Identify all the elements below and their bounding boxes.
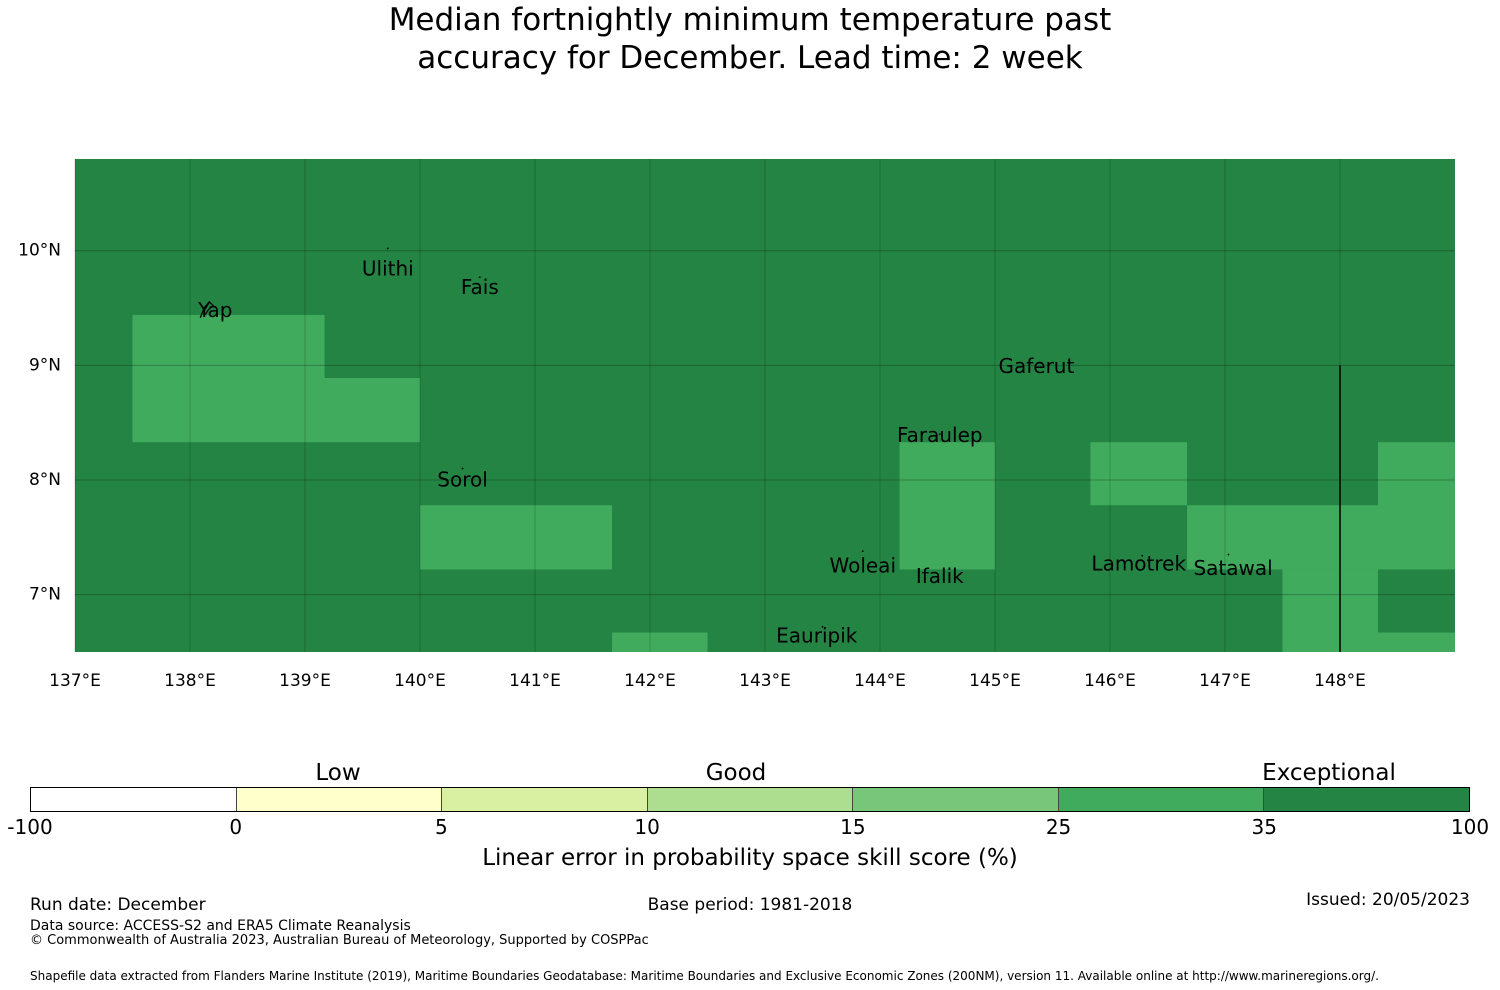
lat-tick-label: 7°N xyxy=(29,585,61,605)
colorbar-segment xyxy=(442,788,648,811)
lon-tick-label: 138°E xyxy=(164,671,216,691)
lon-tick-label: 147°E xyxy=(1199,671,1251,691)
place-label: Eauripik xyxy=(776,624,858,648)
title-line-1: Median fortnightly minimum temperature p… xyxy=(388,2,1112,38)
base-period: Base period: 1981-2018 xyxy=(647,895,853,915)
skill-cell xyxy=(420,505,613,570)
lon-tick-label: 144°E xyxy=(854,671,906,691)
atoll-marker xyxy=(861,550,864,553)
yap-island-outline xyxy=(199,300,215,318)
run-date: Run date: December xyxy=(30,895,206,915)
place-label: Sorol xyxy=(437,468,488,492)
data-source: Data source: ACCESS-S2 and ERA5 Climate … xyxy=(30,918,411,934)
lon-tick-label: 141°E xyxy=(509,671,561,691)
colorbar-tick-label: 35 xyxy=(1251,815,1278,839)
place-label: Woleai xyxy=(829,554,896,578)
title-line-2: accuracy for December. Lead time: 2 week xyxy=(417,40,1083,76)
atoll-marker xyxy=(461,467,464,470)
colorbar-segment xyxy=(1264,788,1470,811)
lon-tick-label: 142°E xyxy=(624,671,676,691)
colorbar-category-good: Good xyxy=(705,760,767,786)
lat-tick-label: 10°N xyxy=(18,241,61,261)
lon-tick-label: 140°E xyxy=(394,671,446,691)
colorbar xyxy=(30,787,1470,812)
atoll-marker xyxy=(1141,554,1144,557)
colorbar-segment xyxy=(647,788,854,811)
lon-tick-label: 146°E xyxy=(1084,671,1136,691)
skill-cell xyxy=(132,314,325,443)
colorbar-tick-label: 5 xyxy=(435,815,448,839)
colorbar-tick-label: 10 xyxy=(634,815,660,839)
lat-tick-label: 8°N xyxy=(29,470,61,490)
colorbar-title: Linear error in probability space skill … xyxy=(482,845,1018,871)
atoll-marker xyxy=(1227,553,1230,556)
place-label: Fais xyxy=(461,275,499,299)
colorbar-tick-label: 25 xyxy=(1045,815,1072,839)
lon-tick-label: 148°E xyxy=(1314,671,1366,691)
skill-cell xyxy=(324,377,420,443)
colorbar-category-low: Low xyxy=(315,760,361,786)
lat-tick-label: 9°N xyxy=(29,355,61,375)
copyright: © Commonwealth of Australia 2023, Austra… xyxy=(30,933,649,948)
map-title: Median fortnightly minimum temperature p… xyxy=(0,1,1500,77)
atoll-marker xyxy=(478,276,481,278)
lon-tick-label: 139°E xyxy=(279,671,331,691)
skill-cell xyxy=(899,442,995,570)
atoll-marker xyxy=(821,625,824,628)
skill-cell xyxy=(1377,442,1455,570)
colorbar-tick-label: 100 xyxy=(1450,815,1490,839)
skill-cell xyxy=(1282,569,1378,652)
colorbar-segment xyxy=(853,788,1059,811)
colorbar-segment xyxy=(236,788,443,811)
place-label: Ulithi xyxy=(362,257,414,281)
skill-cell xyxy=(1377,632,1455,652)
colorbar-tick-label: 0 xyxy=(229,815,243,839)
place-label: Faraulep xyxy=(897,423,983,447)
place-label: Yap xyxy=(197,298,232,322)
colorbar-segment xyxy=(1058,788,1265,811)
place-label: Lamotrek xyxy=(1091,551,1186,575)
place-label: Gaferut xyxy=(998,354,1074,378)
atoll-marker xyxy=(386,247,389,250)
lon-tick-label: 137°E xyxy=(49,671,101,691)
issued-date: Issued: 20/05/2023 xyxy=(1306,890,1470,910)
map-plot: Ulithi Fais Yap Gaferut Faraulep Sorol Woleai I… xyxy=(18,159,1455,691)
colorbar-tick-label: -100 xyxy=(7,815,53,839)
atoll-marker xyxy=(938,433,941,436)
place-label: Satawal xyxy=(1193,556,1272,580)
colorbar-segment xyxy=(31,788,237,811)
skill-cell xyxy=(612,632,708,652)
skill-cell xyxy=(1090,442,1188,506)
skill-cell xyxy=(1187,505,1378,570)
colorbar-tick-label: 15 xyxy=(840,815,866,839)
lon-tick-label: 145°E xyxy=(969,671,1021,691)
place-label: Ifalik xyxy=(916,564,964,588)
shapefile-credit: Shapefile data extracted from Flanders M… xyxy=(30,969,1379,983)
colorbar-category-exceptional: Exceptional xyxy=(1262,760,1396,786)
lon-tick-label: 143°E xyxy=(739,671,791,691)
